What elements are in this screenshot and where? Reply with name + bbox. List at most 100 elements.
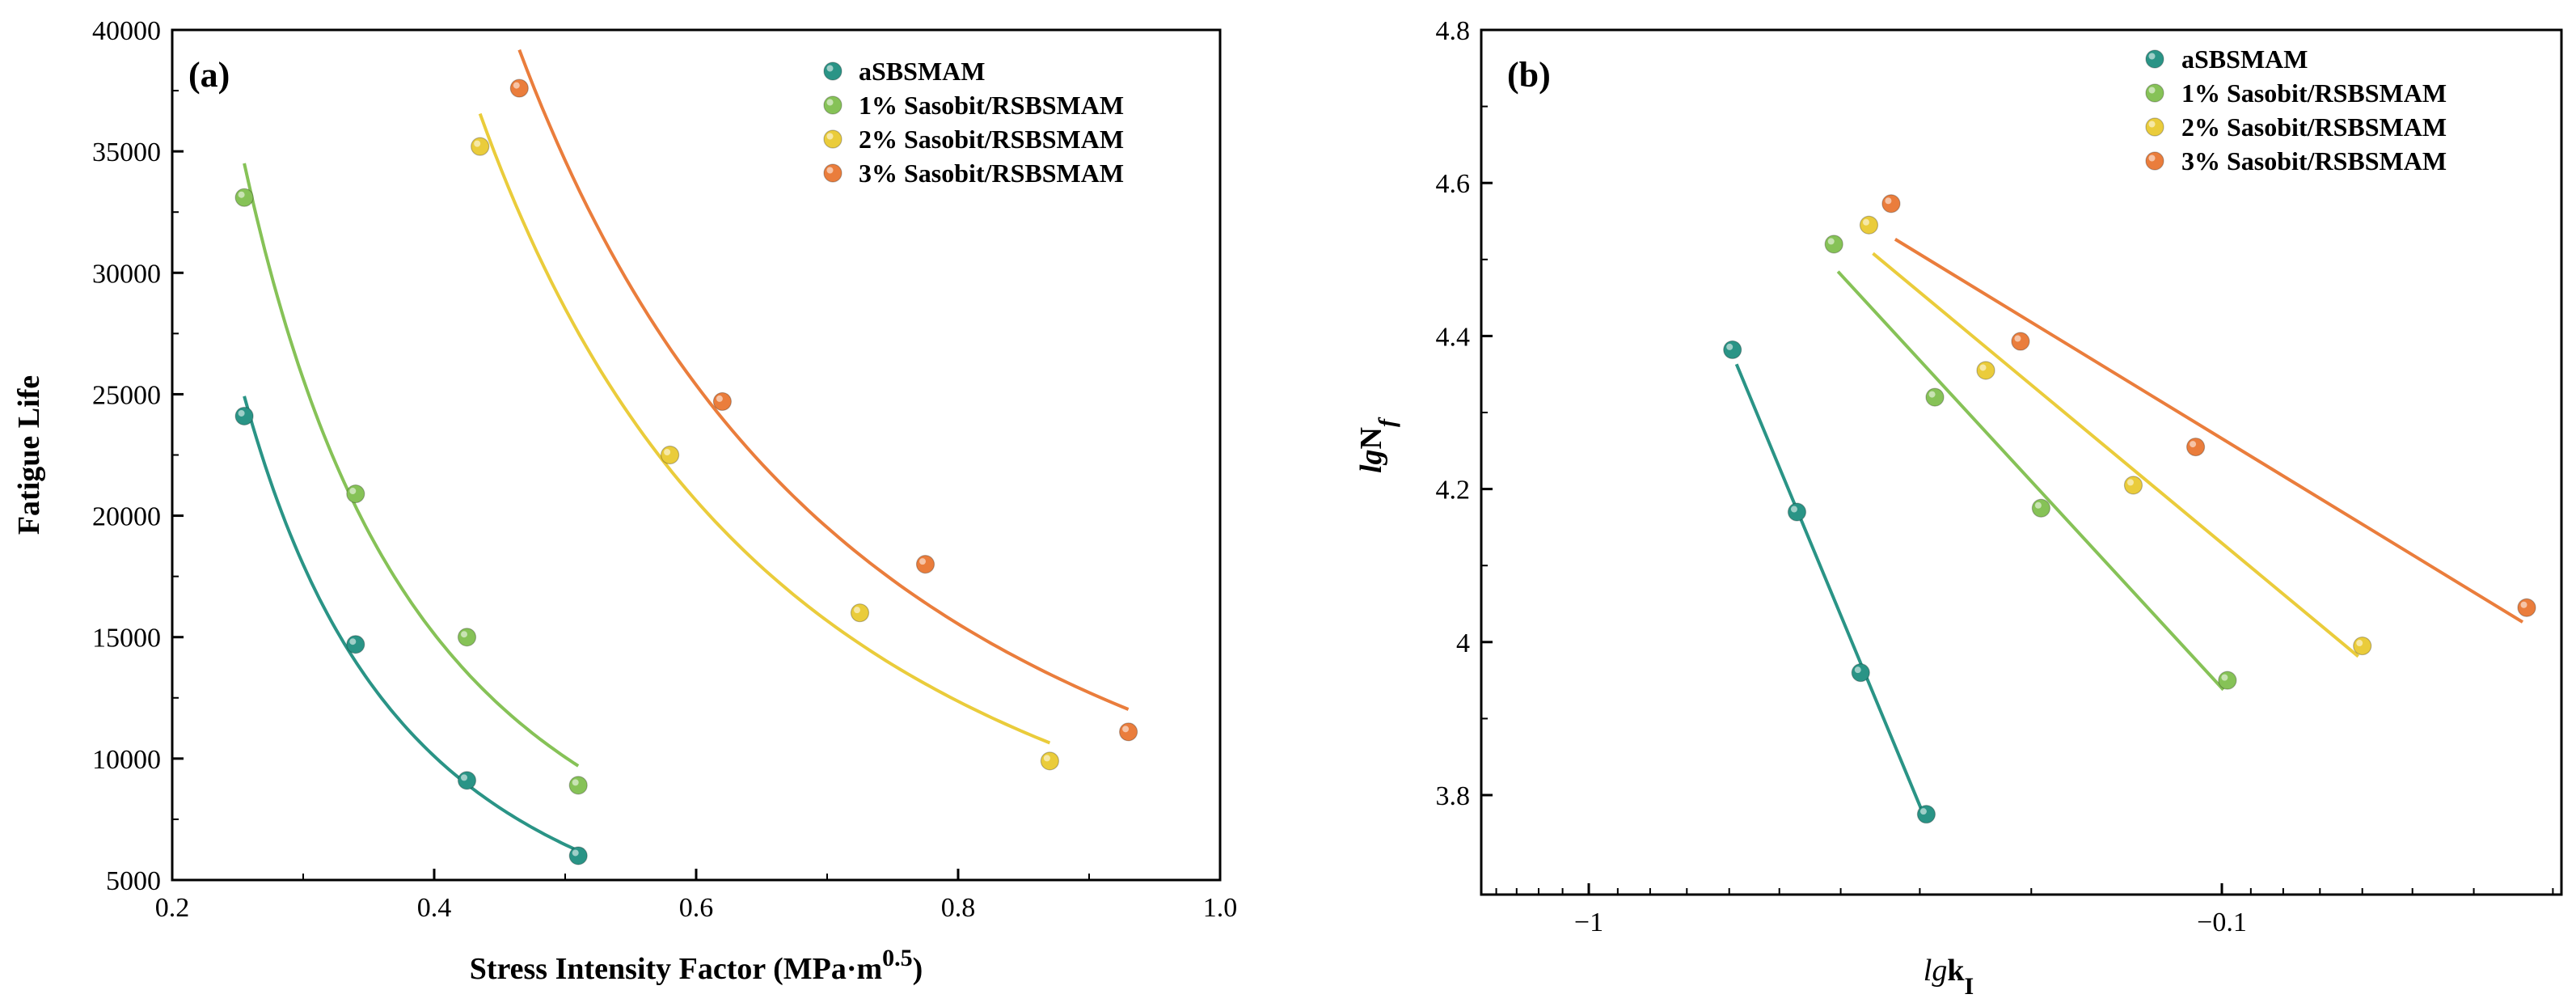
panel-a-plot-frame: [171, 28, 1222, 882]
data-point: [915, 555, 935, 574]
data-point: [457, 628, 477, 647]
panel-b-x-axis-title-main: k: [1947, 954, 1965, 988]
legend-label: 1% Sasobit/RSBSMAM: [859, 91, 1124, 120]
data-point: [1040, 751, 1060, 771]
legend-marker: [2145, 49, 2164, 69]
y-tick-label: 20000: [92, 502, 161, 532]
fit-curve: [478, 112, 1051, 745]
y-tick-label: 25000: [92, 380, 161, 410]
data-point: [234, 406, 254, 426]
x-tick-label: 0.4: [417, 893, 452, 923]
legend-marker: [823, 95, 842, 115]
fit-line: [1894, 238, 2524, 624]
panel-a-x-axis-title-main: Stress Intensity Factor (MPa·m: [470, 952, 882, 986]
y-tick-label: 4.4: [1436, 322, 1471, 352]
panel-b-label: (b): [1507, 55, 1551, 95]
legend-label: 3% Sasobit/RSBSMAM: [859, 159, 1124, 188]
fit-curve: [243, 163, 580, 768]
data-point: [2123, 476, 2143, 495]
x-tick-label: 0.2: [155, 893, 190, 923]
fit-line: [1836, 270, 2225, 692]
data-point: [1925, 387, 1945, 407]
panel-b-ticks: −1 −0.1 3.8 4 4.2 4.4 4.6 4.8: [1436, 16, 2554, 937]
data-point: [471, 137, 490, 156]
y-tick-label: 10000: [92, 745, 161, 775]
panel-b: −1 −0.13.844.24.44.64.8 (b) lgNf lgkI aSB…: [1354, 16, 2563, 1000]
panel-a-x-axis-title-close: ): [913, 952, 923, 986]
x-tick-label: −1: [1574, 908, 1603, 937]
data-point: [457, 771, 477, 790]
data-point: [346, 635, 365, 654]
data-point: [712, 391, 733, 412]
data-point: [1824, 235, 1843, 254]
x-tick-label: 0.8: [941, 893, 976, 923]
data-point: [568, 776, 588, 795]
data-point: [660, 445, 680, 465]
panel-a-label: (a): [188, 55, 230, 95]
data-point: [509, 78, 529, 98]
legend-label: 3% Sasobit/RSBSMAM: [2181, 146, 2447, 176]
panel-a: 0.2 0.4 0.6 0.8 1.0 5000 10000 15000 20000 25000 3…: [12, 16, 1237, 986]
y-tick-label: 3.8: [1436, 781, 1471, 811]
legend-label: aSBSMAM: [2181, 44, 2308, 74]
data-point: [850, 603, 870, 623]
x-tick-label: 1.0: [1203, 893, 1238, 923]
x-tick-label: 0.6: [679, 893, 714, 923]
panel-a-y-axis-title: Fatigue Life: [12, 375, 46, 535]
y-tick-label: 4: [1456, 628, 1470, 658]
data-point: [2011, 332, 2030, 351]
legend-label: aSBSMAM: [859, 57, 985, 86]
panel-a-x-axis-title: Stress Intensity Factor (MPa·m0.5): [470, 945, 923, 987]
data-point: [1723, 340, 1742, 360]
y-tick-label: 40000: [92, 16, 161, 46]
data-point: [2185, 437, 2206, 457]
legend-marker: [823, 129, 842, 149]
data-point: [234, 188, 254, 207]
y-tick-label: 4.6: [1436, 169, 1471, 199]
fit-curve: [243, 396, 580, 853]
data-point: [2353, 636, 2372, 656]
data-point: [2031, 498, 2051, 518]
y-tick-label: 4.8: [1436, 16, 1471, 46]
y-tick-label: 35000: [92, 138, 161, 167]
panel-b-y-axis-title-lg: lg: [1354, 449, 1388, 473]
panel-a-fit-curves: [243, 49, 1130, 853]
panel-b-y-axis-title-main: N: [1354, 427, 1388, 449]
panel-a-data-points: [234, 78, 1138, 865]
panel-a-ticks: 0.2 0.4 0.6 0.8 1.0 5000 10000 15000 20000 25000 3…: [92, 16, 1237, 923]
panel-b-y-axis-title: lgNf: [1354, 417, 1400, 473]
y-tick-label: 30000: [92, 259, 161, 289]
panel-b-plot-frame: [1480, 28, 2563, 896]
panel-a-x-axis-title-exponent: 0.5: [882, 945, 913, 971]
data-point: [1916, 805, 1936, 824]
legend-marker: [2145, 117, 2164, 137]
data-point: [1976, 361, 1995, 380]
legend-marker: [823, 163, 842, 183]
y-tick-label: 15000: [92, 624, 161, 654]
data-point: [568, 846, 588, 865]
legend-label: 2% Sasobit/RSBSMAM: [2181, 112, 2447, 142]
panel-b-x-axis-title-lg: lg: [1924, 954, 1948, 988]
panel-a-legend: aSBSMAM 1% Sasobit/RSBSMAM 2% Sasobit/RSBS…: [823, 57, 1124, 188]
legend-marker: [2145, 151, 2164, 171]
data-point: [2218, 671, 2237, 690]
panel-b-x-axis-title: lgkI: [1924, 954, 1974, 1000]
data-point: [1881, 194, 1901, 214]
data-point: [346, 484, 365, 504]
panel-b-y-axis-title-sub: f: [1374, 417, 1400, 427]
y-tick-label: 4.2: [1436, 476, 1471, 506]
fit-curve: [517, 49, 1130, 711]
fit-line: [1872, 252, 2359, 658]
fit-line: [1734, 363, 1924, 813]
x-tick-label: −0.1: [2197, 908, 2247, 937]
data-point: [2517, 598, 2536, 617]
panel-b-data-points: [1723, 194, 2536, 824]
data-point: [1787, 502, 1807, 522]
legend-marker: [2145, 83, 2164, 103]
panel-b-fit-lines: [1734, 238, 2524, 813]
panel-b-legend: aSBSMAM 1% Sasobit/RSBSMAM 2% Sasobit/RSBS…: [2145, 44, 2447, 176]
data-point: [1851, 663, 1870, 683]
data-point: [1859, 215, 1879, 235]
data-point: [1118, 722, 1138, 742]
